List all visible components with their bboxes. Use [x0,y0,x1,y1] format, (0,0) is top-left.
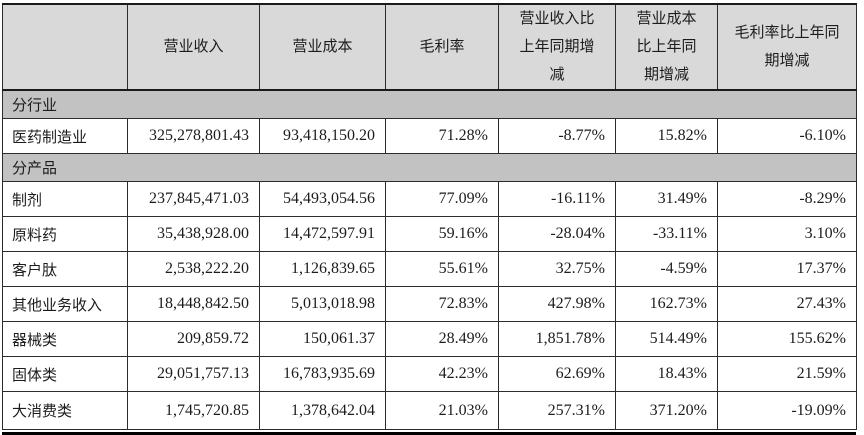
cell-cost: 14,472,597.91 [259,216,386,252]
cell-gross-margin: 55.61% [385,251,499,287]
section-title: 分产品 [2,153,857,182]
table-row: 制剂 237,845,471.03 54,493,054.56 77.09% -… [2,181,857,217]
cell-revenue-yoy: -28.04% [498,216,616,252]
column-header-revenue: 营业收入 [127,3,260,91]
cell-revenue-yoy: -16.11% [498,181,616,217]
cell-revenue: 29,051,757.13 [127,356,260,392]
cell-gross-margin: 77.09% [385,181,499,217]
cell-cost-yoy: -4.59% [615,251,718,287]
cell-gross-margin: 59.16% [385,216,499,252]
segment-financials-table: 营业收入 营业成本 毛利率 营业收入比上年同期增减 营业成本比上年同期增减 毛利… [2,3,857,430]
cell-gross-margin: 21.03% [385,391,499,430]
header-row: 营业收入 营业成本 毛利率 营业收入比上年同期增减 营业成本比上年同期增减 毛利… [2,3,857,91]
column-header-cost-yoy: 营业成本比上年同期增减 [615,3,718,91]
cell-revenue: 237,845,471.03 [127,181,260,217]
cell-cost: 1,126,839.65 [259,251,386,287]
cell-cost: 16,783,935.69 [259,356,386,392]
row-label: 固体类 [2,356,128,392]
section-title: 分行业 [2,89,857,119]
cell-gross-margin: 72.83% [385,286,499,322]
column-header-margin-yoy: 毛利率比上年同期增减 [717,3,857,91]
row-label: 制剂 [2,181,128,217]
cell-cost: 5,013,018.98 [259,286,386,322]
cell-cost: 1,378,642.04 [259,391,386,430]
cell-revenue: 209,859.72 [127,321,260,357]
cell-revenue: 2,538,222.20 [127,251,260,287]
row-label: 器械类 [2,321,128,357]
table-row: 大消费类 1,745,720.85 1,378,642.04 21.03% 25… [2,391,857,430]
cell-cost: 93,418,150.20 [259,118,386,154]
table-row: 医药制造业 325,278,801.43 93,418,150.20 71.28… [2,118,857,154]
column-header-empty [2,3,128,91]
cell-gross-margin: 28.49% [385,321,499,357]
cell-revenue: 35,438,928.00 [127,216,260,252]
cell-cost-yoy: -33.11% [615,216,718,252]
row-label: 大消费类 [2,391,128,430]
section-row-by-industry: 分行业 [2,89,857,119]
cell-margin-yoy: -8.29% [717,181,857,217]
cell-cost-yoy: 31.49% [615,181,718,217]
cell-cost-yoy: 371.20% [615,391,718,430]
cell-revenue-yoy: 257.31% [498,391,616,430]
table-row: 其他业务收入 18,448,842.50 5,013,018.98 72.83%… [2,286,857,322]
table-row: 器械类 209,859.72 150,061.37 28.49% 1,851.7… [2,321,857,357]
cell-cost-yoy: 15.82% [615,118,718,154]
table-row: 客户肽 2,538,222.20 1,126,839.65 55.61% 32.… [2,251,857,287]
cell-revenue-yoy: 62.69% [498,356,616,392]
cell-revenue-yoy: -8.77% [498,118,616,154]
cell-margin-yoy: 3.10% [717,216,857,252]
cell-gross-margin: 42.23% [385,356,499,392]
table-row: 原料药 35,438,928.00 14,472,597.91 59.16% -… [2,216,857,252]
cell-revenue: 1,745,720.85 [127,391,260,430]
cell-revenue-yoy: 1,851.78% [498,321,616,357]
cell-cost-yoy: 162.73% [615,286,718,322]
row-label: 客户肽 [2,251,128,287]
cell-margin-yoy: 17.37% [717,251,857,287]
cell-cost-yoy: 514.49% [615,321,718,357]
column-header-cost: 营业成本 [259,3,386,91]
cell-cost: 150,061.37 [259,321,386,357]
cell-revenue: 325,278,801.43 [127,118,260,154]
cell-revenue-yoy: 32.75% [498,251,616,287]
row-label: 原料药 [2,216,128,252]
cell-margin-yoy: -6.10% [717,118,857,154]
section-row-by-product: 分产品 [2,153,857,182]
cell-margin-yoy: 27.43% [717,286,857,322]
cell-cost: 54,493,054.56 [259,181,386,217]
cell-cost-yoy: 18.43% [615,356,718,392]
table-row: 固体类 29,051,757.13 16,783,935.69 42.23% 6… [2,356,857,392]
cell-revenue-yoy: 427.98% [498,286,616,322]
cell-margin-yoy: 155.62% [717,321,857,357]
row-label: 其他业务收入 [2,286,128,322]
column-header-gross-margin: 毛利率 [385,3,499,91]
cell-gross-margin: 71.28% [385,118,499,154]
cell-margin-yoy: -19.09% [717,391,857,430]
report-table-container: 营业收入 营业成本 毛利率 营业收入比上年同期增减 营业成本比上年同期增减 毛利… [2,3,857,435]
cell-margin-yoy: 21.59% [717,356,857,392]
column-header-revenue-yoy: 营业收入比上年同期增减 [498,3,616,91]
row-label: 医药制造业 [2,118,128,154]
cell-revenue: 18,448,842.50 [127,286,260,322]
